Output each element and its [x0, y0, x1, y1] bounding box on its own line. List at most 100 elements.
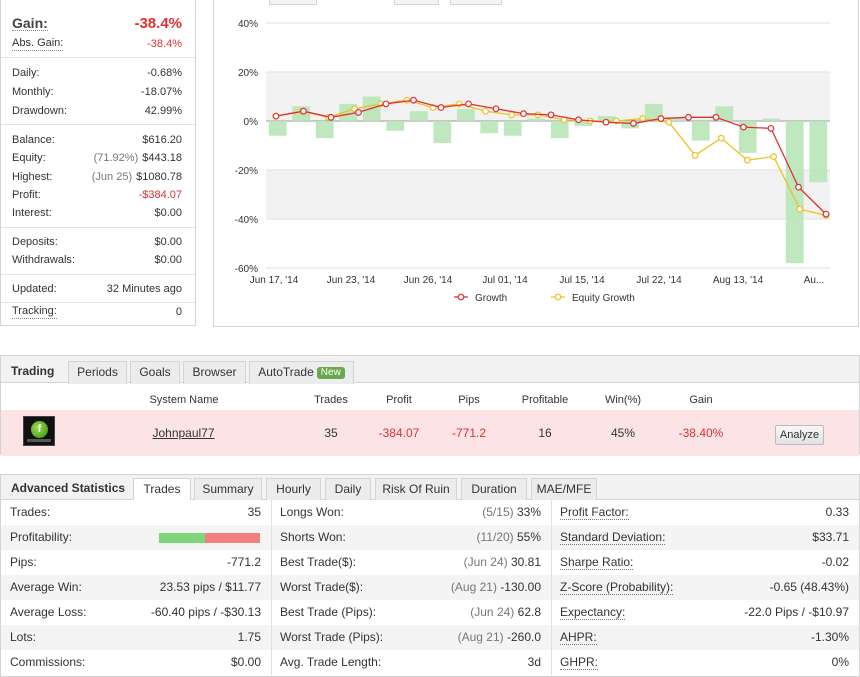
- stat-value: 3d: [271, 650, 541, 675]
- stat-note: (Jun 24): [463, 555, 508, 569]
- deposits-row: Deposits: $0.00: [12, 234, 182, 250]
- bar: [315, 121, 334, 139]
- monthly-row: Monthly: -18.07%: [12, 84, 182, 100]
- stat-label-text: Sharpe Ratio:: [560, 555, 634, 570]
- tab-trades[interactable]: Trades: [133, 478, 191, 500]
- stat-label: Average Loss:: [10, 600, 87, 625]
- table-row: Average Loss: -60.40 pips / -$30.13 Best T…: [1, 600, 859, 625]
- highest-date: (Jun 25): [91, 171, 133, 183]
- chart-tab-stub[interactable]: [450, 0, 502, 5]
- stat-note: (Aug 21): [457, 630, 504, 644]
- series-point: [770, 153, 778, 160]
- stat-label: AHPR:: [560, 625, 597, 650]
- stat-note: (Aug 21): [450, 580, 497, 594]
- row-profitable: 16: [538, 426, 552, 440]
- daily-label: Daily:: [12, 67, 40, 79]
- stat-label: Best Trade($):: [280, 550, 356, 575]
- interest-value: $0.00: [154, 207, 182, 219]
- withdrawals-row: Withdrawals: $0.00: [12, 252, 182, 268]
- stat-note: (Jun 24): [470, 605, 515, 619]
- stat-value: (5/15) 33%: [271, 500, 541, 525]
- legend-label: Equity Growth: [572, 293, 635, 304]
- tab-risk-of-ruin[interactable]: Risk Of Ruin: [375, 478, 457, 500]
- chart-tab-stub[interactable]: [269, 0, 317, 5]
- deposits-value: $0.00: [154, 236, 182, 248]
- series-point: [639, 115, 647, 122]
- tab-hourly[interactable]: Hourly: [266, 478, 321, 500]
- stat-value-text: -1.30%: [810, 630, 849, 644]
- new-badge: New: [316, 367, 345, 379]
- stat-label-text: Worst Trade($):: [280, 580, 364, 594]
- stat-label: Avg. Trade Length:: [280, 650, 381, 675]
- stat-label: Standard Deviation:: [560, 525, 666, 550]
- tab-autotrade[interactable]: AutoTrade New: [249, 361, 354, 384]
- tab-periods[interactable]: Periods: [68, 361, 127, 384]
- series-point: [351, 105, 358, 113]
- stat-value: -22.0 Pips / -$10.97: [551, 600, 849, 625]
- stat-label: Average Win:: [10, 575, 82, 600]
- series-point: [767, 124, 775, 132]
- stat-value: 35: [1, 500, 261, 525]
- equity-row: Equity: (71.92%) $443.18: [12, 150, 182, 166]
- series-point: [740, 123, 747, 131]
- stat-value: 23.53 pips / $11.77: [1, 575, 261, 600]
- stat-value: (Aug 21) -130.00: [271, 575, 541, 600]
- tab-mae-mfe[interactable]: MAE/MFE: [531, 478, 597, 500]
- series-point: [482, 107, 489, 115]
- stat-note: (5/15): [482, 505, 514, 519]
- balance-label: Balance:: [12, 134, 55, 146]
- equity-value: $443.18: [142, 152, 182, 164]
- table-row: Trades: 35 Longs Won: (5/15) 33% Profit Fact…: [1, 500, 859, 525]
- stat-label: Trades:: [10, 500, 50, 525]
- stat-value: $33.71: [551, 525, 849, 550]
- stat-value-text: -60.40 pips / -$30.13: [150, 605, 261, 619]
- stat-label-text: Expectancy:: [560, 605, 626, 620]
- series-point: [602, 118, 610, 126]
- chart-tab-stub[interactable]: [394, 0, 439, 5]
- legend-swatch-marker: [554, 293, 562, 301]
- series-point: [508, 111, 516, 119]
- stat-label-text: Standard Deviation:: [560, 530, 666, 545]
- withdrawals-label: Withdrawals:: [12, 254, 75, 266]
- tracking-row: Tracking: 0: [12, 304, 182, 320]
- stat-label-text: Shorts Won:: [280, 530, 346, 544]
- analyze-button[interactable]: Analyze: [775, 425, 824, 445]
- drawdown-row: Drawdown: 42.99%: [12, 103, 182, 119]
- tab-summary[interactable]: Summary: [194, 478, 262, 500]
- series-point: [796, 205, 804, 213]
- stat-label: Best Trade (Pips):: [280, 600, 376, 625]
- row-trades: 35: [324, 426, 338, 440]
- stat-value-text: 0.33: [825, 505, 849, 519]
- tab-goals[interactable]: Goals: [130, 361, 180, 384]
- x-tick-label: Jul 15, '14: [559, 275, 605, 286]
- stat-label: Expectancy:: [560, 600, 626, 625]
- stat-value-text: 0%: [831, 655, 849, 669]
- stat-value-text: $33.71: [812, 530, 849, 544]
- stat-value: (Aug 21) -260.0: [271, 625, 541, 650]
- system-name-link[interactable]: Johnpaul77: [152, 426, 215, 440]
- divider: [1, 227, 195, 228]
- bar: [409, 111, 428, 121]
- stat-value-text: -260.0: [506, 630, 541, 644]
- trading-panel: Trading Periods Goals Browser AutoTrade N…: [0, 355, 860, 456]
- stat-label-text: Best Trade (Pips):: [280, 605, 377, 619]
- deposits-label: Deposits:: [12, 236, 58, 248]
- tracking-link[interactable]: Tracking:: [12, 305, 57, 319]
- tab-browser[interactable]: Browser: [183, 361, 246, 384]
- tab-daily[interactable]: Daily: [325, 478, 371, 500]
- stat-label: Z-Score (Probability):: [560, 575, 674, 600]
- divider: [1, 124, 195, 125]
- x-tick-label: Jun 23, '14: [327, 275, 376, 286]
- x-tick-label: Jun 26, '14: [404, 275, 453, 286]
- bar: [785, 121, 804, 264]
- divider: [1, 57, 195, 58]
- row-gain: -38.40%: [678, 426, 724, 440]
- tab-duration[interactable]: Duration: [461, 478, 527, 500]
- profitability-win-bar: [159, 533, 205, 543]
- stat-value: 1.75: [1, 625, 261, 650]
- stat-value-text: 35: [247, 505, 261, 519]
- x-tick-label: Jul 22, '14: [636, 275, 682, 286]
- y-tick-label: 20%: [238, 68, 258, 79]
- stat-label: Worst Trade (Pips):: [280, 625, 383, 650]
- stat-value-text: $0.00: [230, 655, 261, 669]
